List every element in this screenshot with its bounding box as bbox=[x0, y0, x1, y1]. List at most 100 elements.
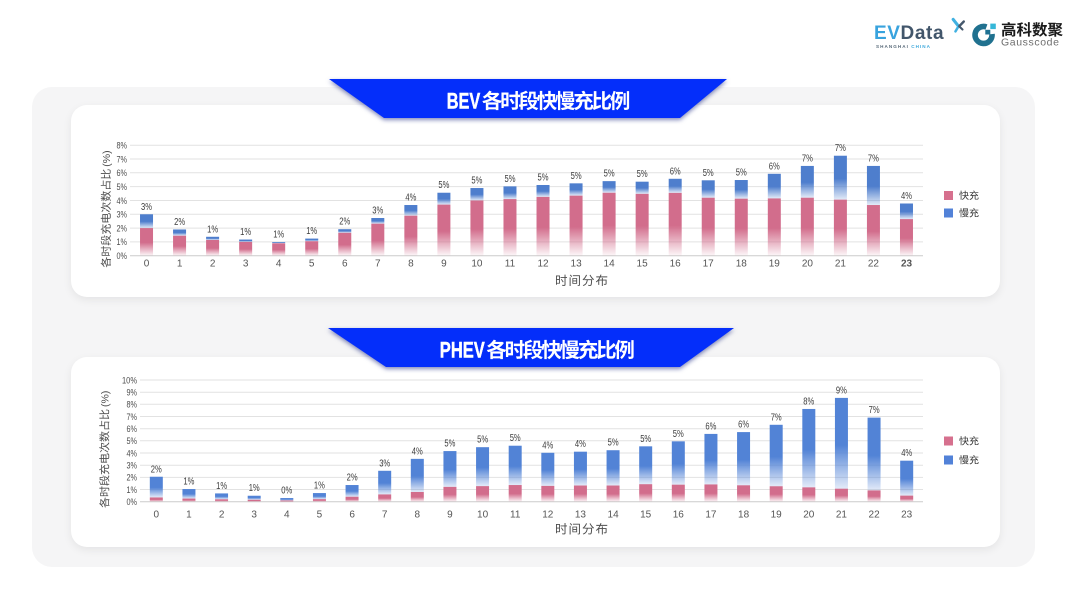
svg-text:10: 10 bbox=[471, 259, 483, 270]
svg-text:BEV: BEV bbox=[447, 88, 481, 113]
svg-text:PHEV: PHEV bbox=[440, 337, 485, 362]
svg-text:4: 4 bbox=[284, 510, 290, 521]
svg-text:15: 15 bbox=[640, 510, 652, 521]
svg-text:6%: 6% bbox=[670, 166, 681, 177]
svg-text:1%: 1% bbox=[127, 485, 138, 496]
svg-text:7%: 7% bbox=[802, 153, 813, 164]
svg-text:7%: 7% bbox=[771, 412, 782, 423]
svg-text:23: 23 bbox=[901, 510, 913, 521]
svg-text:8: 8 bbox=[415, 510, 421, 521]
svg-text:5%: 5% bbox=[471, 176, 482, 187]
svg-text:15: 15 bbox=[637, 259, 649, 270]
svg-text:(%): (%) bbox=[101, 150, 113, 166]
svg-text:5%: 5% bbox=[477, 435, 488, 446]
svg-text:3%: 3% bbox=[141, 202, 152, 213]
svg-text:1: 1 bbox=[177, 259, 183, 270]
svg-text:9: 9 bbox=[447, 510, 453, 521]
svg-text:6%: 6% bbox=[127, 424, 138, 435]
svg-text:6%: 6% bbox=[738, 420, 749, 431]
svg-text:10: 10 bbox=[477, 510, 489, 521]
svg-text:2%: 2% bbox=[339, 217, 350, 228]
svg-text:7%: 7% bbox=[868, 153, 879, 164]
svg-text:16: 16 bbox=[673, 510, 685, 521]
svg-text:7%: 7% bbox=[117, 154, 128, 165]
svg-text:5%: 5% bbox=[673, 429, 684, 440]
svg-text:12: 12 bbox=[542, 510, 554, 521]
svg-text:17: 17 bbox=[705, 510, 717, 521]
svg-text:6: 6 bbox=[342, 259, 348, 270]
svg-text:18: 18 bbox=[738, 510, 750, 521]
svg-text:19: 19 bbox=[769, 259, 781, 270]
svg-text:4%: 4% bbox=[542, 440, 553, 451]
svg-text:16: 16 bbox=[670, 259, 682, 270]
svg-text:5: 5 bbox=[309, 259, 315, 270]
svg-text:(%): (%) bbox=[100, 391, 112, 407]
svg-text:5%: 5% bbox=[608, 438, 619, 449]
svg-text:4: 4 bbox=[276, 259, 282, 270]
svg-text:13: 13 bbox=[575, 510, 587, 521]
svg-text:2%: 2% bbox=[174, 217, 185, 228]
svg-text:5%: 5% bbox=[538, 173, 549, 184]
svg-text:19: 19 bbox=[771, 510, 783, 521]
svg-text:21: 21 bbox=[836, 510, 848, 521]
svg-text:4%: 4% bbox=[412, 446, 423, 457]
svg-text:6%: 6% bbox=[705, 421, 716, 432]
svg-text:5%: 5% bbox=[510, 433, 521, 444]
svg-text:10%: 10% bbox=[122, 375, 137, 386]
svg-text:1%: 1% bbox=[273, 230, 284, 241]
svg-text:6%: 6% bbox=[769, 161, 780, 172]
svg-text:18: 18 bbox=[736, 259, 748, 270]
svg-text:1%: 1% bbox=[183, 477, 194, 488]
svg-text:0%: 0% bbox=[117, 251, 128, 262]
svg-text:0: 0 bbox=[154, 510, 160, 521]
svg-text:5%: 5% bbox=[703, 168, 714, 179]
svg-text:2%: 2% bbox=[127, 473, 138, 484]
svg-text:22: 22 bbox=[869, 510, 881, 521]
svg-text:9%: 9% bbox=[836, 385, 847, 396]
svg-text:0%: 0% bbox=[127, 497, 138, 508]
svg-text:5%: 5% bbox=[571, 171, 582, 182]
svg-text:8%: 8% bbox=[803, 397, 814, 408]
svg-text:3%: 3% bbox=[117, 210, 128, 221]
svg-text:20: 20 bbox=[802, 259, 814, 270]
svg-text:3: 3 bbox=[243, 259, 249, 270]
svg-text:23: 23 bbox=[901, 259, 913, 270]
svg-text:4%: 4% bbox=[575, 439, 586, 450]
svg-text:5: 5 bbox=[317, 510, 323, 521]
svg-text:7%: 7% bbox=[835, 143, 846, 154]
svg-text:2: 2 bbox=[219, 510, 225, 521]
svg-text:1%: 1% bbox=[314, 481, 325, 492]
svg-text:8: 8 bbox=[408, 259, 414, 270]
svg-text:1: 1 bbox=[186, 510, 192, 521]
svg-text:1%: 1% bbox=[207, 224, 218, 235]
svg-text:Gausscode: Gausscode bbox=[1001, 37, 1060, 49]
svg-text:6%: 6% bbox=[117, 168, 128, 179]
svg-text:12: 12 bbox=[537, 259, 549, 270]
svg-text:2%: 2% bbox=[151, 464, 162, 475]
svg-text:0%: 0% bbox=[281, 486, 292, 497]
svg-text:5%: 5% bbox=[127, 436, 138, 447]
svg-text:4%: 4% bbox=[901, 448, 912, 459]
svg-text:5%: 5% bbox=[637, 169, 648, 180]
svg-text:7: 7 bbox=[382, 510, 388, 521]
svg-text:11: 11 bbox=[510, 510, 521, 521]
svg-text:1%: 1% bbox=[117, 237, 128, 248]
svg-text:5%: 5% bbox=[444, 439, 455, 450]
svg-text:1%: 1% bbox=[306, 226, 317, 237]
svg-text:8%: 8% bbox=[127, 400, 138, 411]
svg-text:7: 7 bbox=[375, 259, 381, 270]
svg-text:5%: 5% bbox=[438, 180, 449, 191]
svg-text:9%: 9% bbox=[127, 388, 138, 399]
svg-text:2: 2 bbox=[210, 259, 216, 270]
svg-text:5%: 5% bbox=[604, 169, 615, 180]
svg-text:4%: 4% bbox=[127, 448, 138, 459]
svg-text:17: 17 bbox=[703, 259, 715, 270]
svg-text:5%: 5% bbox=[736, 168, 747, 179]
svg-text:6: 6 bbox=[349, 510, 355, 521]
svg-text:1%: 1% bbox=[249, 483, 260, 494]
svg-text:3%: 3% bbox=[372, 206, 383, 217]
svg-text:5%: 5% bbox=[117, 182, 128, 193]
svg-text:21: 21 bbox=[835, 259, 847, 270]
svg-text:1%: 1% bbox=[216, 481, 227, 492]
svg-text:3%: 3% bbox=[127, 461, 138, 472]
